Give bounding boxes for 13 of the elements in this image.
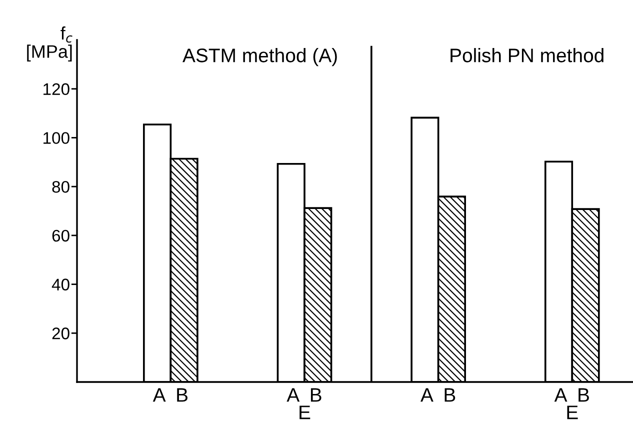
y-tick-label: 80 bbox=[52, 180, 70, 193]
x-tick-label: A B E bbox=[286, 388, 322, 420]
y-tick-label: 120 bbox=[44, 83, 70, 96]
y-tick-label: 60 bbox=[52, 230, 70, 242]
x-tick-label: A B E bbox=[554, 388, 589, 420]
y-tick-label: 100 bbox=[44, 132, 70, 144]
y-tick-label: 20 bbox=[52, 328, 70, 340]
y-axis-title: f$_{c}$ [MPa] bbox=[27, 26, 72, 62]
annotation: Polish PN method bbox=[450, 48, 604, 62]
annotation: ASTM method (A) bbox=[182, 48, 337, 66]
x-tick-label: A B bbox=[420, 388, 456, 402]
x-tick-label: A B bbox=[152, 388, 188, 402]
y-tick-label: 40 bbox=[52, 278, 70, 290]
